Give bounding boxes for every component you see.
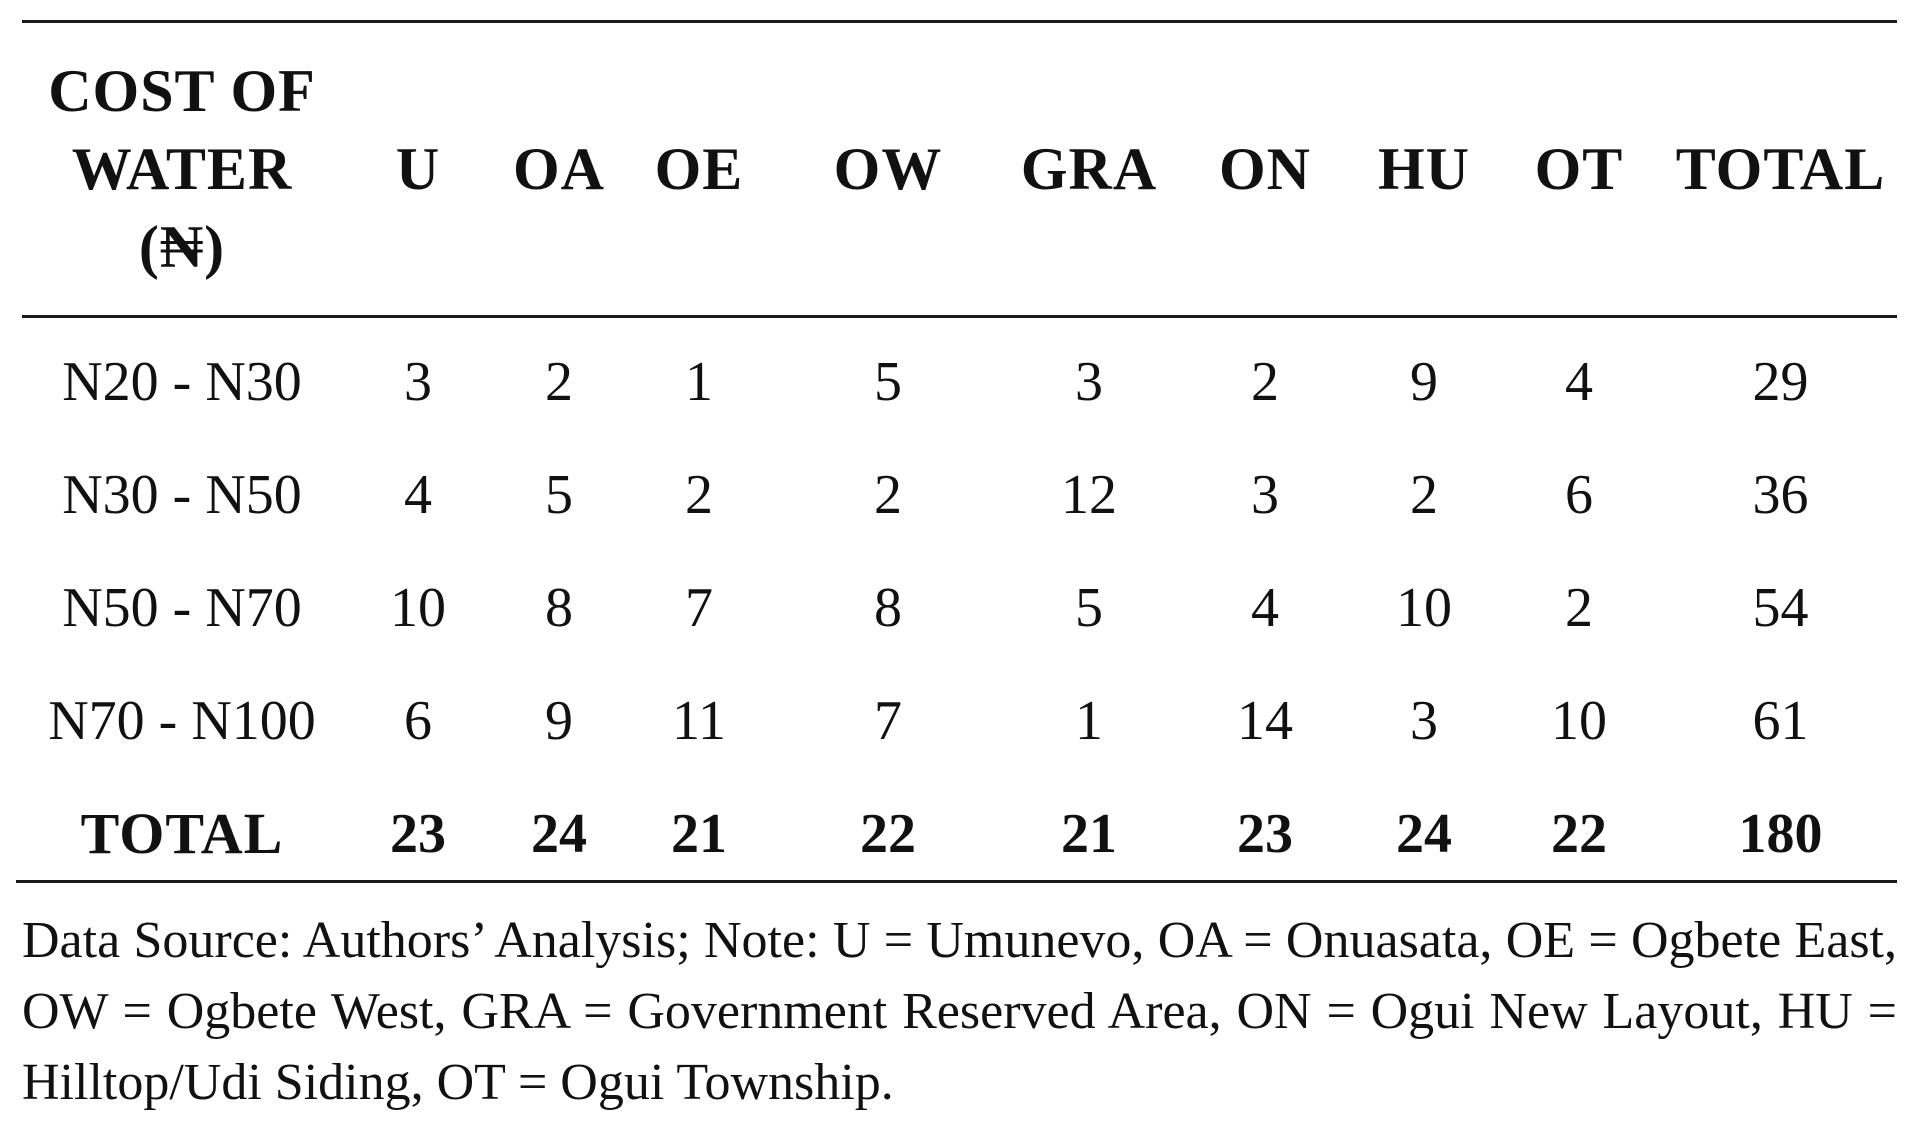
total-cell: 21 [1061, 802, 1117, 865]
header-ow: OW [833, 136, 943, 202]
cell: 9 [545, 689, 573, 752]
cell: 7 [685, 576, 713, 639]
total-cell: 23 [390, 802, 446, 865]
cell: 4 [1565, 350, 1593, 413]
cell: 4 [1251, 576, 1279, 639]
cost-of-water-table: COST OF WATER (₦) U OA OE OW GRA ON HU O… [22, 23, 1897, 890]
total-cell: 22 [1551, 802, 1607, 865]
cell: 6 [1565, 463, 1593, 526]
row-label: N70 - N100 [48, 689, 316, 752]
table-row: N50 - N70 10 8 7 8 5 4 10 2 54 [22, 551, 1897, 664]
cell: 9 [1410, 350, 1438, 413]
header-oe: OE [654, 136, 744, 202]
row-label: N30 - N50 [62, 463, 302, 526]
cell: 10 [1551, 689, 1607, 752]
header-oa: OA [513, 136, 605, 202]
cell: 3 [1410, 689, 1438, 752]
cell: 2 [545, 350, 573, 413]
cell: 2 [1565, 576, 1593, 639]
cell: 3 [1251, 463, 1279, 526]
header-line: (₦) [138, 214, 226, 280]
bottom-rule [16, 880, 1897, 883]
total-cell: 24 [531, 802, 587, 865]
total-cell: 22 [860, 802, 916, 865]
cell: 11 [672, 689, 726, 752]
cell: 2 [1410, 463, 1438, 526]
cell: 3 [404, 350, 432, 413]
cell: 12 [1061, 463, 1117, 526]
cell: 5 [545, 463, 573, 526]
header-u: U [395, 136, 441, 202]
table-row: N70 - N100 6 9 11 7 1 14 3 10 61 [22, 664, 1897, 777]
header-total: TOTAL [1675, 136, 1886, 202]
table-row: N30 - N50 4 5 2 2 12 3 2 6 36 [22, 438, 1897, 551]
header-line: COST OF [48, 58, 316, 124]
header-hu: HU [1378, 136, 1470, 202]
cell: 54 [1752, 576, 1809, 639]
cell: 29 [1752, 350, 1809, 413]
cell: 1 [685, 350, 713, 413]
total-cell: 24 [1396, 802, 1452, 865]
cell: 6 [404, 689, 432, 752]
table-note: Data Source: Authors’ Analysis; Note: U … [22, 912, 1897, 1111]
cell: 3 [1075, 350, 1103, 413]
cell: 7 [874, 689, 902, 752]
cell: 8 [874, 576, 902, 639]
cell: 8 [545, 576, 573, 639]
cell: 2 [685, 463, 713, 526]
cell: 14 [1237, 689, 1293, 752]
header-ot: OT [1534, 136, 1624, 202]
total-label: TOTAL [80, 801, 284, 866]
total-row: TOTAL 23 24 21 22 21 23 24 22 180 [22, 777, 1897, 890]
cell: 10 [390, 576, 446, 639]
cell: 1 [1075, 689, 1103, 752]
cell: 10 [1396, 576, 1452, 639]
header-rule [22, 315, 1897, 318]
row-label: N50 - N70 [62, 576, 302, 639]
cell: 5 [874, 350, 902, 413]
cell: 61 [1752, 689, 1809, 752]
row-label: N20 - N30 [62, 350, 302, 413]
cell: 2 [874, 463, 902, 526]
total-cell: 21 [671, 802, 727, 865]
cell: 5 [1075, 576, 1103, 639]
header-cost-of-water: COST OF WATER (₦) [22, 23, 342, 315]
header-row: COST OF WATER (₦) U OA OE OW GRA ON HU O… [22, 23, 1897, 315]
cell: 4 [404, 463, 432, 526]
total-cell: 180 [1738, 802, 1823, 865]
total-cell: 23 [1237, 802, 1293, 865]
cell: 2 [1251, 350, 1279, 413]
header-gra: GRA [1020, 136, 1158, 202]
header-on: ON [1219, 136, 1311, 202]
table-row: N20 - N30 3 2 1 5 3 2 9 4 29 [22, 315, 1897, 438]
cell: 36 [1752, 463, 1809, 526]
top-rule [22, 20, 1897, 23]
header-line: WATER [71, 136, 293, 202]
